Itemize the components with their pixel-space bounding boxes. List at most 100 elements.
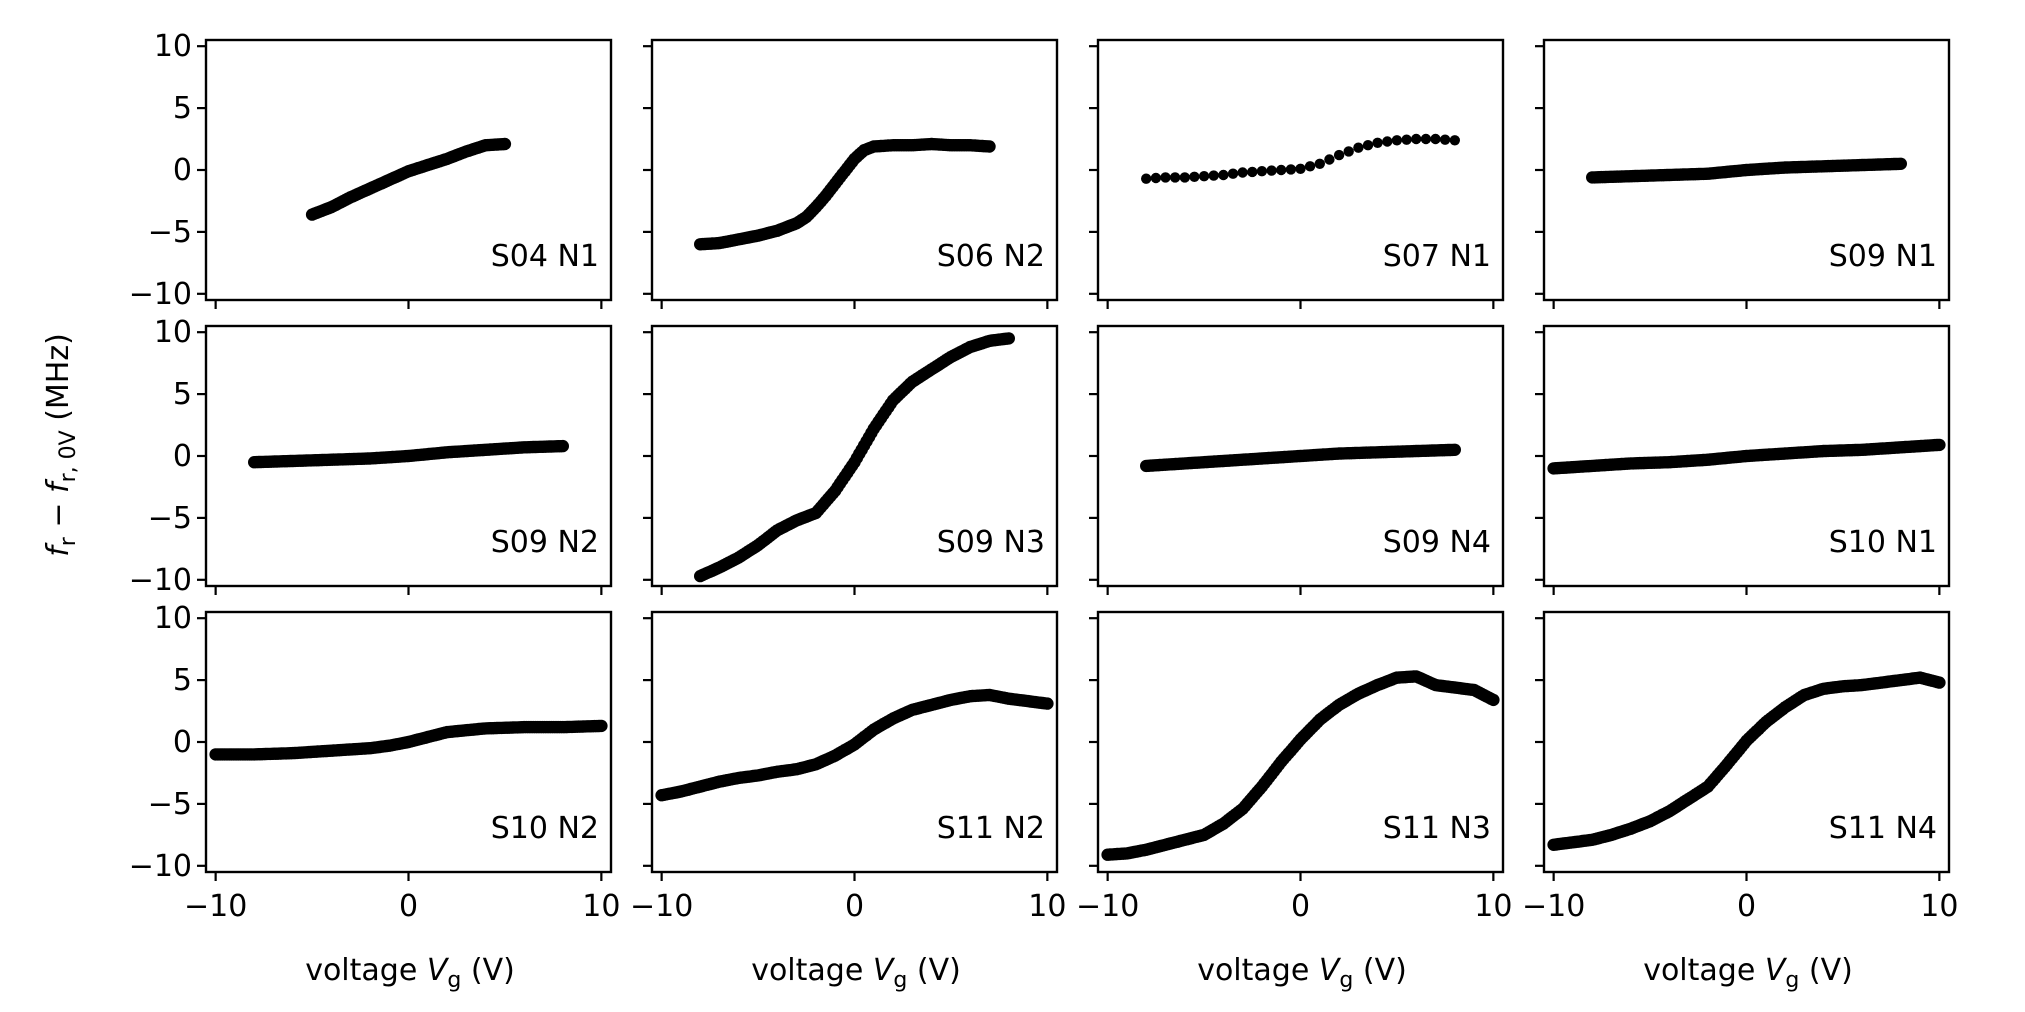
- xlabel-var: V: [1765, 953, 1788, 988]
- data-point: [1179, 172, 1191, 183]
- data-point: [1487, 693, 1500, 707]
- data-point: [1208, 170, 1219, 181]
- x-tick-label: −10: [630, 889, 693, 924]
- data-point: [1420, 133, 1432, 145]
- data-point: [595, 719, 608, 733]
- subplot-s04-n1: 10 5 0 −5 −10 S04 N1: [129, 29, 613, 312]
- subplot-s09-n4: S09 N4: [1089, 324, 1505, 595]
- axes-frame: [650, 324, 1059, 588]
- data-point: [1141, 173, 1152, 184]
- data-point: [1439, 134, 1451, 145]
- y-tick-label: 10: [154, 29, 192, 64]
- data-point: [1362, 140, 1374, 151]
- data-point: [1002, 332, 1015, 345]
- data-point: [1304, 161, 1316, 172]
- panels-layer: 10 5 0 −5 −10 S04 N1 S06 N2 S07 N1 S09 N1 10 5 0 −5 −…: [129, 29, 1959, 924]
- y-tick-label: −5: [148, 501, 192, 536]
- x-tick-label: −10: [1522, 889, 1585, 924]
- ylabel-f2-sub: r, 0V: [56, 430, 81, 482]
- subplot-s11-n3: −10 0 10 S11 N3: [1076, 610, 1512, 924]
- subplot-s10-n1: S10 N1: [1535, 324, 1951, 595]
- y-axis-label: fr − fr, 0V (MHz): [41, 333, 81, 557]
- data-point: [1285, 164, 1297, 175]
- xlabel-var: V: [873, 953, 896, 988]
- xlabel-sub: g: [1785, 968, 1799, 993]
- panel-label: S09 N1: [1829, 239, 1937, 274]
- axes-frame: [1542, 38, 1951, 302]
- panel-label: S09 N2: [491, 525, 599, 560]
- x-tick-label: 10: [1474, 889, 1512, 924]
- axes-frame: [204, 38, 613, 302]
- xlabel-suffix: (V): [1353, 953, 1406, 988]
- ylabel-suffix: (MHz): [41, 333, 76, 430]
- data-point: [1169, 172, 1181, 183]
- axes-frame: [1542, 324, 1951, 588]
- panel-label: S07 N1: [1383, 239, 1491, 274]
- data-point: [1894, 157, 1908, 170]
- data-point: [1933, 676, 1946, 689]
- panel-label: S09 N3: [937, 525, 1045, 560]
- subplot-s09-n1: S09 N1: [1535, 38, 1951, 309]
- data-point: [1041, 697, 1054, 710]
- data-point: [1256, 166, 1268, 177]
- axes-frame: [204, 324, 613, 588]
- data-point: [1189, 171, 1200, 182]
- xlabel-prefix: voltage: [1643, 953, 1765, 988]
- data-point: [1333, 149, 1345, 161]
- xlabel-suffix: (V): [907, 953, 960, 988]
- data-point: [1372, 137, 1383, 148]
- xlabel-var: V: [427, 953, 450, 988]
- y-tick-label: 0: [173, 725, 192, 760]
- panel-label: S09 N4: [1383, 525, 1491, 560]
- y-tick-label: −5: [148, 215, 192, 250]
- data-point: [1218, 169, 1229, 181]
- ylabel-f-sub: r: [56, 536, 81, 546]
- y-tick-label: −10: [129, 849, 192, 884]
- axes-frame: [1096, 610, 1505, 874]
- panel-label: S06 N2: [937, 239, 1045, 274]
- axes-frame: [1542, 610, 1951, 874]
- axes-frame: [1096, 324, 1505, 588]
- subplot-s06-n2: S06 N2: [643, 38, 1059, 309]
- subplot-s09-n2: 10 5 0 −5 −10 S09 N2: [129, 315, 613, 598]
- panel-label: S10 N1: [1829, 525, 1937, 560]
- x-axis-label-col3: voltage Vg (V): [1197, 953, 1407, 993]
- x-tick-label: 0: [399, 889, 418, 924]
- x-tick-label: 0: [845, 889, 864, 924]
- y-tick-label: 5: [173, 663, 192, 698]
- xlabel-suffix: (V): [461, 953, 514, 988]
- y-tick-label: 10: [154, 601, 192, 636]
- data-point: [1227, 168, 1239, 179]
- y-tick-label: −10: [129, 563, 192, 598]
- y-tick-label: 5: [173, 91, 192, 126]
- x-tick-label: −10: [184, 889, 247, 924]
- xlabel-prefix: voltage: [305, 953, 427, 988]
- data-point: [1353, 142, 1364, 153]
- subplot-s11-n4: −10 0 10 S11 N4: [1522, 610, 1958, 924]
- xlabel-prefix: voltage: [751, 953, 873, 988]
- ylabel-minus: −: [41, 493, 76, 537]
- subplot-s11-n2: −10 0 10 S11 N2: [630, 610, 1066, 924]
- panel-label: S11 N4: [1829, 811, 1937, 846]
- axes-frame: [204, 610, 613, 874]
- xlabel-sub: g: [447, 968, 461, 993]
- panel-label: S10 N2: [491, 811, 599, 846]
- data-point: [1401, 134, 1412, 145]
- axes-frame: [650, 610, 1059, 874]
- x-tick-label: 10: [1920, 889, 1958, 924]
- panel-label: S11 N3: [1383, 811, 1491, 846]
- x-tick-label: 10: [1028, 889, 1066, 924]
- data-point: [1198, 171, 1210, 182]
- xlabel-suffix: (V): [1799, 953, 1852, 988]
- data-point: [1933, 438, 1946, 452]
- x-tick-label: −10: [1076, 889, 1139, 924]
- y-tick-label: 0: [173, 153, 192, 188]
- data-point: [1247, 166, 1258, 178]
- axes-frame: [650, 38, 1059, 302]
- data-point: [1430, 133, 1441, 145]
- data-point: [1160, 172, 1171, 183]
- data-point: [1276, 164, 1287, 176]
- subplot-s09-n3: S09 N3: [643, 324, 1059, 595]
- data-point: [498, 137, 512, 151]
